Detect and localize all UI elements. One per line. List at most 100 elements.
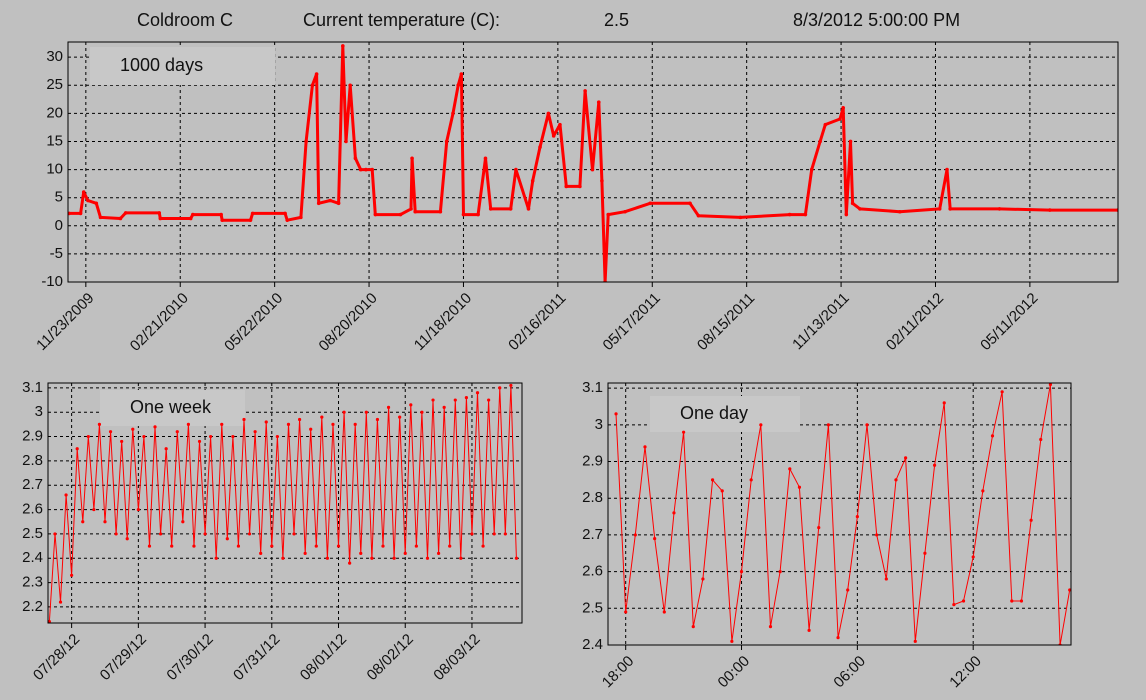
point (242, 417, 246, 422)
point (509, 383, 513, 388)
point (299, 215, 303, 220)
y-tick-label: 2.6 (582, 563, 603, 580)
point (476, 212, 480, 217)
x-tick-label: 18:00 (599, 653, 638, 692)
y-tick-label: 3 (595, 416, 603, 433)
point (364, 167, 368, 172)
point (691, 625, 695, 629)
point (70, 573, 74, 577)
point (275, 434, 279, 439)
point (331, 422, 335, 426)
point (336, 544, 341, 548)
chart-label-box (100, 390, 245, 426)
point (78, 211, 83, 216)
point (157, 211, 162, 215)
point (225, 537, 229, 541)
point (58, 600, 63, 604)
point (181, 520, 185, 524)
point (409, 403, 413, 407)
point (1048, 208, 1052, 212)
point (1000, 390, 1004, 394)
point (304, 139, 308, 144)
point (558, 122, 562, 127)
point (459, 556, 463, 560)
point (142, 434, 146, 439)
point (92, 507, 96, 512)
point (778, 570, 782, 574)
point (247, 532, 252, 536)
point (353, 156, 358, 161)
point (153, 425, 157, 429)
point (898, 209, 902, 214)
x-tick-label: 11/23/2009 (33, 290, 97, 354)
x-tick-label: 08/02/12 (364, 631, 417, 684)
x-tick-label: 02/11/2012 (883, 290, 947, 354)
y-tick-label: 2.9 (582, 452, 603, 469)
point (425, 556, 430, 560)
point (81, 520, 85, 524)
point (175, 430, 179, 434)
chart-title: 1000 days (120, 55, 203, 75)
point (94, 201, 99, 206)
point (442, 405, 446, 409)
point (546, 111, 551, 116)
point (1019, 599, 1024, 603)
point (270, 544, 274, 548)
series (48, 383, 519, 623)
point (492, 532, 496, 536)
point (923, 551, 927, 555)
point (283, 211, 287, 216)
x-tick-label: 07/28/12 (30, 631, 83, 684)
point (614, 412, 618, 416)
point (98, 215, 103, 220)
point (373, 212, 378, 217)
x-tick-label: 08/01/12 (297, 631, 350, 684)
y-tick-label: 2.7 (22, 476, 43, 493)
point (624, 610, 628, 614)
point (348, 83, 352, 88)
point (264, 420, 268, 424)
point (894, 478, 898, 482)
x-tick-label: 12:00 (946, 653, 985, 692)
point (120, 439, 124, 444)
point (364, 410, 368, 414)
y-tick-label: 10 (46, 161, 63, 178)
x-tick-label: 11/18/2010 (411, 290, 475, 354)
x-tick-label: 07/31/12 (230, 631, 283, 684)
plot-frame (47, 382, 523, 624)
point (590, 167, 595, 172)
point (456, 83, 461, 88)
point (583, 89, 587, 93)
x-tick-label: 02/16/2011 (505, 290, 569, 354)
timestamp: 8/3/2012 5:00:00 PM (793, 10, 960, 30)
point (508, 207, 513, 211)
point (596, 100, 601, 104)
point (487, 398, 491, 402)
point (353, 422, 357, 426)
point (398, 415, 402, 419)
point (788, 467, 792, 471)
point (483, 156, 488, 161)
point (348, 561, 352, 565)
y-tick-label: 20 (46, 104, 63, 121)
y-tick-label: 2.9 (22, 428, 43, 445)
point (488, 207, 493, 211)
point (844, 212, 849, 217)
point (325, 556, 329, 560)
point (1039, 437, 1043, 442)
point (444, 139, 449, 144)
point (738, 215, 743, 220)
point (86, 198, 90, 203)
point (158, 216, 163, 221)
point (606, 212, 611, 217)
point (696, 213, 701, 218)
point (836, 636, 840, 640)
y-tick-label: 2.8 (22, 452, 43, 469)
point (578, 184, 582, 189)
point (292, 532, 296, 536)
point (600, 179, 604, 183)
point (359, 551, 363, 555)
point (314, 544, 318, 548)
series (68, 44, 1118, 282)
y-tick-label: 2.5 (22, 525, 43, 542)
